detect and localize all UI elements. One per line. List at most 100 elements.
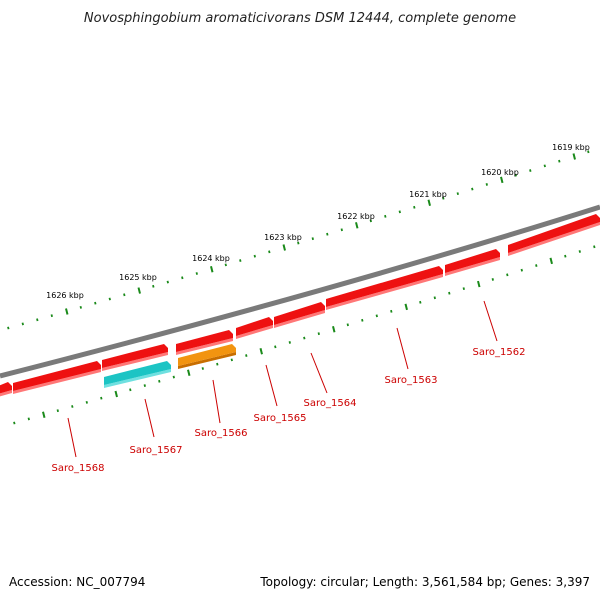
gene-arrow-cyan-shadow	[104, 369, 171, 388]
outer-tick	[181, 276, 184, 280]
gene-arrow-orange[interactable]	[178, 344, 236, 366]
inner-tick	[462, 287, 465, 291]
outer-tick	[7, 326, 10, 330]
inner-tick	[520, 268, 523, 272]
outer-tick	[65, 308, 69, 315]
gene-arrow[interactable]	[0, 382, 12, 394]
outer-tick	[384, 214, 387, 218]
inner-tick	[317, 332, 320, 336]
gene-arrow[interactable]	[176, 330, 233, 352]
outer-tick	[500, 176, 504, 184]
gene-arrow-shadow	[274, 310, 325, 328]
kbp-label: 1619 kbp	[552, 143, 590, 152]
gene-arrow[interactable]	[326, 266, 443, 307]
outer-tick	[210, 265, 214, 273]
outer-tick	[587, 150, 590, 154]
inner-tick	[419, 300, 422, 304]
inner-tick	[259, 347, 263, 355]
inner-tick	[187, 369, 191, 377]
outer-tick	[529, 169, 532, 172]
genome-backbone	[0, 204, 600, 379]
gene-label[interactable]: Saro_1568	[52, 463, 105, 474]
inner-tick	[158, 379, 161, 383]
inner-tick	[230, 358, 233, 362]
forward-strand-genes	[0, 214, 600, 397]
genome-summary-text: Topology: circular; Length: 3,561,584 bp…	[259, 575, 590, 589]
gene-leader-line	[483, 300, 498, 342]
outer-tick	[413, 205, 416, 209]
kbp-label: 1622 kbp	[337, 212, 375, 221]
accession-text: Accession: NC_007794	[9, 575, 145, 589]
gene-label[interactable]: Saro_1565	[254, 413, 307, 424]
outer-tick	[239, 259, 242, 262]
outer-tick	[485, 183, 488, 186]
inner-tick	[404, 303, 408, 311]
outer-tick	[340, 228, 343, 232]
outer-tick	[21, 322, 24, 326]
gene-label[interactable]: Saro_1567	[130, 445, 183, 456]
gene-arrow[interactable]	[13, 361, 101, 391]
gene-leader-line	[67, 417, 77, 458]
outer-tick	[108, 297, 111, 301]
inner-tick	[274, 345, 277, 349]
gene-leader-line	[310, 352, 328, 394]
inner-tick	[593, 245, 596, 249]
gene-callouts: Saro_1562 Saro_1563 Saro_1564 Saro_1565 Saro…	[52, 300, 526, 474]
outer-tick	[137, 287, 141, 294]
inner-tick	[346, 323, 349, 327]
inner-tick	[129, 388, 132, 392]
reverse-strand-genes	[104, 344, 236, 388]
gene-arrow-cyan[interactable]	[104, 361, 171, 385]
outer-tick-track	[7, 150, 590, 330]
outer-tick	[152, 284, 155, 288]
inner-tick	[491, 278, 494, 281]
gene-arrow[interactable]	[102, 344, 168, 368]
outer-tick	[572, 153, 576, 160]
gene-leader-line	[212, 379, 221, 424]
gene-arrow[interactable]	[274, 302, 325, 325]
inner-tick	[332, 325, 336, 333]
gene-leader-line	[144, 398, 155, 438]
gene-arrow-orange-shadow	[178, 352, 236, 369]
gene-label[interactable]: Saro_1564	[304, 398, 357, 409]
gene-arrow-shadow	[508, 222, 600, 256]
inner-tick	[303, 336, 306, 340]
outer-tick	[123, 293, 126, 297]
inner-tick	[477, 280, 481, 288]
gene-arrow-shadow	[445, 257, 500, 276]
outer-tick	[36, 318, 39, 322]
inner-tick	[114, 390, 118, 398]
gene-arrow[interactable]	[508, 214, 600, 253]
kbp-label: 1620 kbp	[481, 168, 519, 177]
outer-tick	[311, 237, 314, 241]
inner-tick	[56, 409, 59, 413]
gene-arrow-shadow	[176, 338, 233, 355]
inner-tick	[564, 254, 567, 258]
inner-tick	[288, 341, 291, 344]
outer-tick	[427, 199, 431, 207]
kbp-label: 1625 kbp	[119, 273, 157, 282]
inner-tick	[71, 405, 74, 408]
gene-arrow[interactable]	[236, 317, 273, 336]
inner-tick-track	[13, 245, 596, 425]
inner-tick	[85, 400, 88, 404]
gene-leader-line	[265, 364, 278, 407]
inner-tick	[42, 411, 46, 419]
gene-leader-line	[396, 327, 409, 370]
gene-label[interactable]: Saro_1563	[385, 375, 438, 386]
gene-arrow-shadow	[0, 390, 12, 397]
map-title: Novosphingobium aromaticivorans DSM 1244…	[84, 11, 516, 26]
inner-tick	[375, 314, 378, 318]
outer-tick	[268, 250, 271, 254]
gene-label[interactable]: Saro_1566	[195, 428, 248, 439]
gene-arrow[interactable]	[445, 249, 500, 273]
inner-tick	[361, 318, 364, 322]
outer-tick	[253, 254, 256, 258]
outer-tick	[442, 196, 445, 200]
gene-label[interactable]: Saro_1562	[473, 347, 526, 358]
inner-tick	[578, 250, 581, 253]
inner-tick	[245, 354, 248, 357]
outer-tick	[543, 164, 546, 168]
outer-tick	[326, 232, 329, 236]
inner-tick	[390, 309, 393, 313]
